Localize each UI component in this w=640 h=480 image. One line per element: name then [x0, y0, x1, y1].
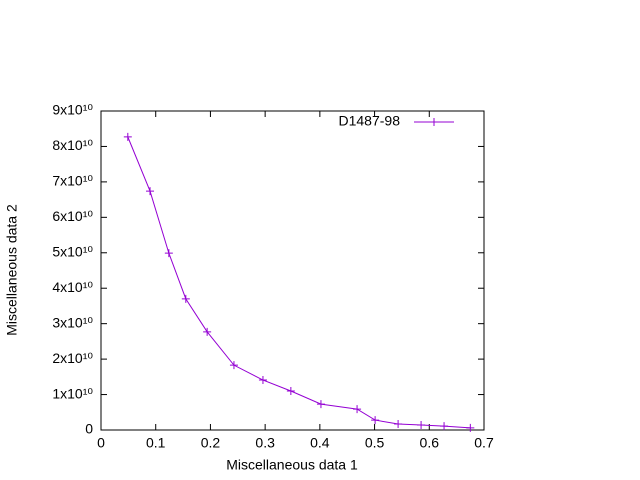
- x-tick-label: 0.2: [201, 435, 221, 451]
- y-tick-label: 5x10¹⁰: [52, 243, 93, 259]
- point: [203, 327, 212, 336]
- y-tick-label: 6x10¹⁰: [52, 208, 93, 224]
- y-tick-label: 1x10¹⁰: [52, 385, 93, 401]
- plot-frame: [100, 110, 485, 431]
- point: [417, 421, 426, 430]
- x-tick-label: 0.7: [474, 435, 494, 451]
- y-tick-label: 2x10¹⁰: [52, 350, 93, 366]
- point: [286, 387, 295, 396]
- point: [353, 405, 362, 414]
- point: [440, 422, 449, 431]
- legend-marker: [430, 118, 438, 126]
- point: [164, 249, 173, 258]
- y-tick-label: 8x10¹⁰: [52, 137, 93, 153]
- point: [181, 294, 190, 303]
- y-tick-label: 7x10¹⁰: [52, 173, 93, 189]
- y-tick-label: 4x10¹⁰: [52, 279, 93, 295]
- point: [123, 132, 132, 141]
- y-tick-label: 3x10¹⁰: [52, 314, 93, 330]
- x-tick-label: 0.1: [146, 435, 166, 451]
- point: [316, 400, 325, 409]
- x-tick-label: 0: [97, 435, 105, 451]
- x-tick-label: 0.4: [310, 435, 330, 451]
- point: [394, 419, 403, 428]
- y-tick-label: 0: [85, 421, 93, 437]
- y-axis-label: Miscellaneous data 2: [4, 204, 20, 336]
- series-line: [127, 136, 471, 429]
- x-tick-label: 0.6: [420, 435, 440, 451]
- x-tick-label: 0.3: [255, 435, 275, 451]
- x-axis-label: Miscellaneous data 1: [226, 457, 358, 473]
- y-tick-label: 9x10¹⁰: [52, 102, 93, 118]
- point: [146, 187, 155, 196]
- point: [229, 361, 238, 370]
- point: [258, 376, 267, 385]
- point: [371, 416, 380, 425]
- x-tick-label: 0.5: [365, 435, 385, 451]
- legend-label: D1487-98: [339, 113, 401, 129]
- point: [466, 423, 475, 432]
